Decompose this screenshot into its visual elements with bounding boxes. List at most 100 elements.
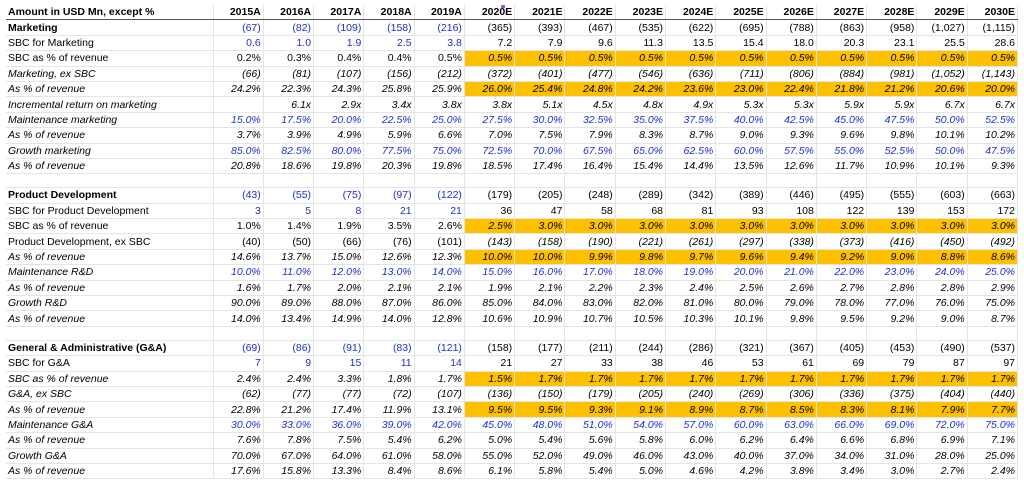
- value-cell[interactable]: 75.0%: [414, 143, 465, 159]
- value-cell[interactable]: 40.0%: [715, 112, 767, 129]
- value-cell[interactable]: (636): [665, 66, 717, 82]
- value-cell[interactable]: 2.4%: [967, 463, 1019, 480]
- value-cell[interactable]: 69.0%: [866, 417, 918, 434]
- value-cell[interactable]: 9.0%: [715, 127, 767, 144]
- value-cell[interactable]: 9.6: [564, 35, 616, 52]
- value-cell[interactable]: 2.3%: [615, 280, 667, 297]
- value-cell[interactable]: 25.8%: [363, 81, 415, 98]
- value-cell[interactable]: 88.0%: [313, 295, 365, 312]
- value-cell[interactable]: 6.4%: [766, 432, 817, 449]
- value-cell[interactable]: 14.4%: [665, 158, 717, 175]
- value-cell[interactable]: 6.6%: [414, 127, 465, 144]
- value-cell[interactable]: 8.4%: [363, 463, 415, 480]
- value-cell[interactable]: 13.0%: [363, 264, 415, 281]
- value-cell[interactable]: 54.0%: [615, 417, 667, 434]
- value-cell[interactable]: 4.5x: [564, 96, 616, 113]
- value-cell[interactable]: 8.7%: [967, 310, 1019, 327]
- value-cell[interactable]: (66): [313, 233, 365, 250]
- row-label-cell[interactable]: G&A, ex SBC: [6, 386, 214, 403]
- value-cell[interactable]: 28.0%: [916, 448, 968, 464]
- value-cell[interactable]: 89.0%: [263, 295, 315, 312]
- value-cell[interactable]: 8.7%: [715, 401, 767, 418]
- value-cell[interactable]: 6.7x: [916, 96, 968, 113]
- value-cell[interactable]: 5.3x: [766, 96, 817, 113]
- value-cell[interactable]: (306): [766, 386, 817, 403]
- value-cell[interactable]: (338): [766, 233, 817, 250]
- row-label-cell[interactable]: As % of revenue: [6, 310, 214, 327]
- value-cell[interactable]: 6.9%: [916, 432, 968, 449]
- value-cell[interactable]: (136): [464, 386, 516, 403]
- row-label-cell[interactable]: SBC as % of revenue: [6, 50, 214, 67]
- row-label-cell[interactable]: SBC for Marketing: [6, 35, 214, 52]
- value-cell[interactable]: 12.8%: [414, 310, 465, 327]
- value-cell[interactable]: 5.3x: [715, 96, 767, 113]
- empty-cell[interactable]: [967, 173, 1019, 189]
- value-cell[interactable]: 0.4%: [363, 50, 415, 67]
- value-cell[interactable]: 51.0%: [564, 417, 616, 434]
- year-header-cell[interactable]: 2017A: [313, 5, 365, 21]
- value-cell[interactable]: 20.3%: [363, 158, 415, 175]
- value-cell[interactable]: 24.0%: [916, 264, 968, 281]
- value-cell[interactable]: 50.0%: [916, 143, 968, 159]
- value-cell[interactable]: (216): [414, 19, 465, 36]
- value-cell[interactable]: 3.3%: [313, 371, 365, 387]
- value-cell[interactable]: 18.0: [766, 35, 817, 52]
- value-cell[interactable]: 1.7%: [564, 371, 616, 387]
- value-cell[interactable]: 58.0%: [414, 448, 465, 464]
- value-cell[interactable]: 3.0%: [564, 218, 616, 235]
- value-cell[interactable]: 2.4%: [665, 280, 717, 297]
- value-cell[interactable]: 7.9%: [564, 127, 616, 144]
- value-cell[interactable]: 17.0%: [564, 264, 616, 281]
- empty-cell[interactable]: [665, 326, 717, 341]
- value-cell[interactable]: (416): [866, 233, 918, 250]
- value-cell[interactable]: 3.4%: [816, 463, 868, 480]
- value-cell[interactable]: 10.1%: [715, 310, 767, 327]
- value-cell[interactable]: (695): [715, 19, 767, 36]
- value-cell[interactable]: 0.3%: [263, 50, 315, 67]
- value-cell[interactable]: 7: [213, 355, 264, 372]
- value-cell[interactable]: 38: [615, 355, 667, 372]
- value-cell[interactable]: 36: [464, 203, 516, 220]
- value-cell[interactable]: 9.9%: [564, 249, 616, 266]
- value-cell[interactable]: 3.4x: [363, 96, 415, 113]
- value-cell[interactable]: 1.6%: [213, 280, 264, 297]
- value-cell[interactable]: 3.0%: [916, 218, 968, 235]
- value-cell[interactable]: 10.6%: [464, 310, 516, 327]
- value-cell[interactable]: (82): [263, 19, 315, 36]
- value-cell[interactable]: 86.0%: [414, 295, 465, 312]
- value-cell[interactable]: (321): [715, 339, 767, 357]
- value-cell[interactable]: 1.7%: [967, 371, 1019, 387]
- value-cell[interactable]: 67.0%: [263, 448, 315, 464]
- value-cell[interactable]: 79: [866, 355, 918, 372]
- value-cell[interactable]: 81: [665, 203, 717, 220]
- empty-cell[interactable]: [414, 173, 465, 189]
- value-cell[interactable]: 0.5%: [967, 50, 1019, 67]
- value-cell[interactable]: 11: [363, 355, 415, 372]
- value-cell[interactable]: 3.8x: [464, 96, 516, 113]
- value-cell[interactable]: (101): [414, 233, 465, 250]
- value-cell[interactable]: 82.0%: [615, 295, 667, 312]
- value-cell[interactable]: 5.0%: [615, 463, 667, 480]
- row-label-cell[interactable]: Maintenance marketing: [6, 112, 214, 129]
- value-cell[interactable]: 20.0%: [967, 81, 1019, 98]
- value-cell[interactable]: (1,027): [916, 19, 968, 36]
- row-label-cell[interactable]: Marketing, ex SBC: [6, 66, 214, 82]
- value-cell[interactable]: (158): [514, 233, 566, 250]
- value-cell[interactable]: 17.5%: [263, 112, 315, 129]
- value-cell[interactable]: 45.0%: [816, 112, 868, 129]
- value-cell[interactable]: (97): [363, 187, 415, 204]
- value-cell[interactable]: 55.0%: [464, 448, 516, 464]
- value-cell[interactable]: 52.5%: [967, 112, 1019, 129]
- value-cell[interactable]: 53: [715, 355, 767, 372]
- value-cell[interactable]: 139: [866, 203, 918, 220]
- value-cell[interactable]: 2.4%: [213, 371, 264, 387]
- value-cell[interactable]: (1,115): [967, 19, 1019, 36]
- value-cell[interactable]: 14.6%: [213, 249, 264, 266]
- value-cell[interactable]: 8.3%: [816, 401, 868, 418]
- value-cell[interactable]: 0.5%: [665, 50, 717, 67]
- value-cell[interactable]: (492): [967, 233, 1019, 250]
- empty-cell[interactable]: [816, 173, 868, 189]
- value-cell[interactable]: 25.0%: [414, 112, 465, 129]
- value-cell[interactable]: 6.1x: [263, 96, 315, 113]
- value-cell[interactable]: 9.3%: [766, 127, 817, 144]
